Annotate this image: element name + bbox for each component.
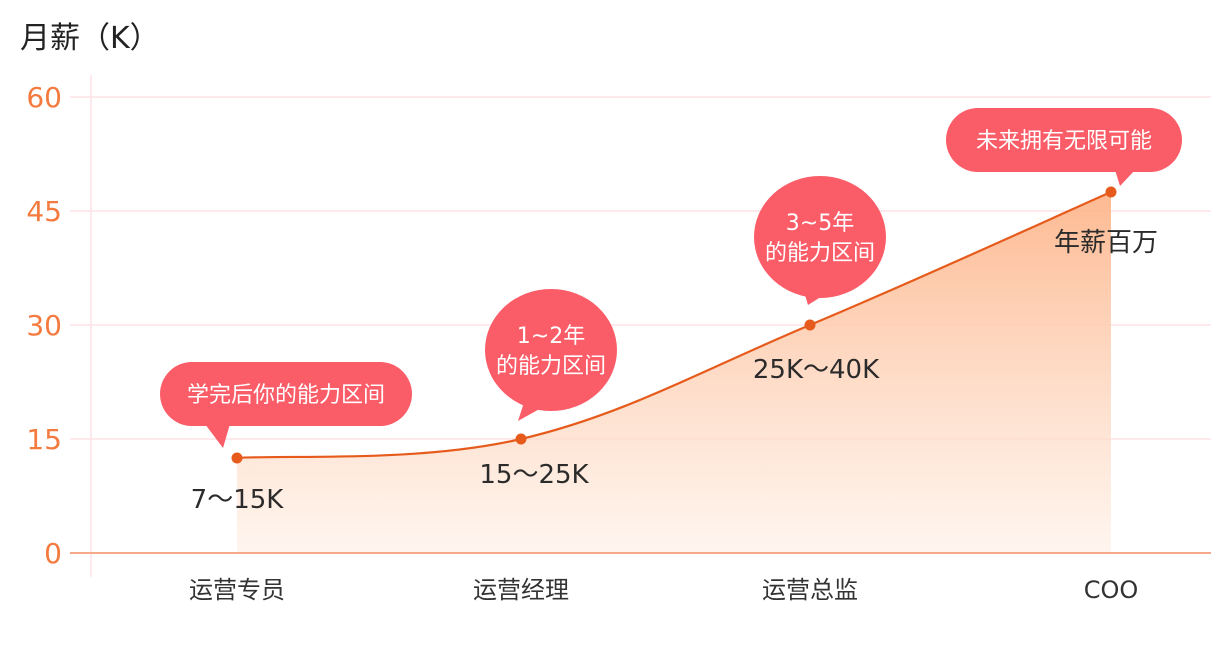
y-tick-label: 60 bbox=[26, 81, 62, 114]
x-tick-labels: 运营专员 运营经理 运营总监 COO bbox=[189, 576, 1138, 604]
bubble-body bbox=[485, 289, 617, 411]
area-layer bbox=[236, 190, 1112, 553]
y-tick-label: 0 bbox=[44, 537, 62, 570]
bubble-body bbox=[160, 362, 412, 426]
x-tick-label: 运营专员 bbox=[189, 576, 285, 604]
data-point bbox=[804, 319, 816, 331]
series-line bbox=[236, 190, 1112, 460]
bubble-text: 未来拥有无限可能 bbox=[976, 129, 1152, 154]
data-point bbox=[515, 433, 527, 445]
area-fill bbox=[237, 192, 1111, 553]
data-label: 7～15K bbox=[191, 485, 285, 515]
annotation-bubble: 未来拥有无限可能 bbox=[946, 108, 1182, 186]
bubble-text: 3~5年 bbox=[786, 211, 854, 236]
bubble-body bbox=[754, 176, 886, 298]
data-point bbox=[1105, 186, 1117, 198]
bubble-body bbox=[946, 108, 1182, 172]
y-axis-title: 月薪（K） bbox=[20, 21, 160, 56]
y-tick-label: 45 bbox=[26, 195, 62, 228]
y-tick-label: 30 bbox=[26, 309, 62, 342]
data-labels: 7～15K 15～25K 25K～40K 年薪百万 bbox=[191, 228, 1158, 515]
bubble-text: 的能力区间 bbox=[496, 354, 606, 379]
bubble-text: 1~2年 bbox=[517, 324, 585, 349]
y-tick-labels: 0 15 30 45 60 bbox=[26, 81, 62, 570]
x-tick-label: 运营总监 bbox=[762, 576, 858, 604]
bubble-tail bbox=[1115, 170, 1135, 186]
annotation-bubble: 学完后你的能力区间 bbox=[160, 362, 412, 448]
x-tick-label: 运营经理 bbox=[473, 576, 569, 604]
data-label: 年薪百万 bbox=[1054, 228, 1158, 258]
data-point bbox=[231, 452, 243, 464]
bubble-text: 学完后你的能力区间 bbox=[187, 383, 385, 408]
data-points bbox=[231, 186, 1117, 464]
data-label: 15～25K bbox=[479, 460, 589, 490]
bubble-tail bbox=[205, 424, 230, 448]
y-tick-label: 15 bbox=[26, 423, 62, 456]
data-label: 25K～40K bbox=[753, 355, 880, 385]
x-tick-label: COO bbox=[1084, 576, 1139, 604]
bubble-text: 的能力区间 bbox=[765, 241, 875, 266]
